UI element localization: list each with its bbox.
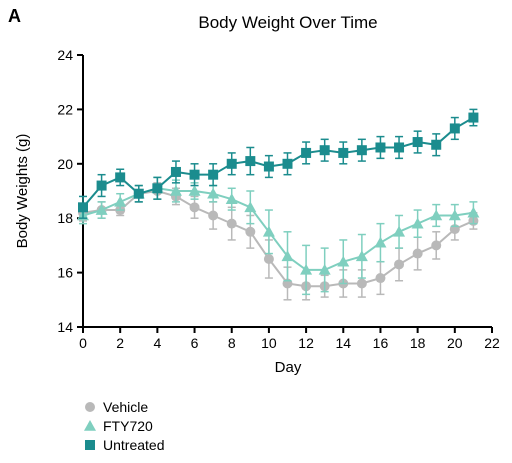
data-point xyxy=(318,263,331,275)
y-tick-label: 24 xyxy=(57,47,73,63)
series-untreated xyxy=(78,108,479,219)
y-tick-label: 22 xyxy=(57,101,73,117)
x-tick-label: 4 xyxy=(153,335,161,351)
data-point xyxy=(394,142,405,153)
data-point xyxy=(169,185,182,196)
legend-marker xyxy=(84,420,96,431)
x-tick-label: 22 xyxy=(484,335,500,351)
panel-letter: A xyxy=(8,6,21,26)
legend-label: Untreated xyxy=(103,437,164,453)
data-point xyxy=(208,210,219,221)
legend-label: FTY720 xyxy=(103,418,153,434)
data-point xyxy=(244,201,257,213)
data-point xyxy=(152,183,163,194)
x-tick-label: 18 xyxy=(410,335,426,351)
x-tick-label: 20 xyxy=(447,335,463,351)
y-tick-label: 18 xyxy=(57,210,73,226)
data-point xyxy=(411,217,424,229)
data-point xyxy=(189,169,200,180)
data-point xyxy=(375,142,386,153)
y-tick-label: 14 xyxy=(57,319,73,335)
data-point xyxy=(262,225,275,237)
legend-marker xyxy=(85,402,95,412)
data-point xyxy=(374,236,387,248)
data-point xyxy=(412,137,423,148)
legend-marker xyxy=(85,440,95,450)
data-point xyxy=(356,278,367,289)
data-point xyxy=(394,259,405,270)
data-point xyxy=(188,185,201,196)
x-tick-label: 6 xyxy=(191,335,199,351)
data-point xyxy=(430,209,443,221)
y-tick-label: 16 xyxy=(57,265,73,281)
series-line xyxy=(82,189,474,288)
data-point xyxy=(207,187,220,199)
data-point xyxy=(263,161,274,172)
x-axis-label: Day xyxy=(275,359,302,376)
data-point xyxy=(431,139,442,150)
x-tick-label: 12 xyxy=(298,335,314,351)
x-tick-label: 0 xyxy=(79,335,87,351)
data-point xyxy=(208,169,219,180)
data-point xyxy=(448,209,461,221)
x-tick-label: 8 xyxy=(228,335,236,351)
data-point xyxy=(393,225,406,237)
y-tick-label: 20 xyxy=(57,156,73,172)
data-point xyxy=(449,123,460,134)
legend-item-untreated: Untreated xyxy=(85,437,164,453)
legend-item-fty720: FTY720 xyxy=(84,418,153,434)
plot-area xyxy=(77,108,480,301)
data-point xyxy=(319,145,330,156)
data-point xyxy=(245,226,256,237)
chart-title: Body Weight Over Time xyxy=(198,13,377,32)
data-point xyxy=(282,158,293,169)
data-point xyxy=(133,188,144,199)
data-point xyxy=(189,202,200,213)
x-tick-label: 14 xyxy=(335,335,351,351)
y-axis-label: Body Weights (g) xyxy=(14,134,31,249)
data-point xyxy=(467,206,480,218)
data-point xyxy=(356,145,367,156)
data-point xyxy=(412,248,423,259)
data-point xyxy=(375,273,386,284)
data-point xyxy=(338,147,349,158)
x-tick-label: 10 xyxy=(261,335,277,351)
data-point xyxy=(301,147,312,158)
x-tick-label: 2 xyxy=(116,335,124,351)
legend-label: Vehicle xyxy=(103,399,148,415)
data-point xyxy=(431,240,442,251)
series-line xyxy=(82,116,474,208)
x-tick-label: 16 xyxy=(373,335,389,351)
data-point xyxy=(468,112,479,123)
data-point xyxy=(226,158,237,169)
data-point xyxy=(170,166,181,177)
legend-item-vehicle: Vehicle xyxy=(85,399,148,415)
data-point xyxy=(95,204,108,215)
data-point xyxy=(226,218,237,229)
data-point xyxy=(225,193,238,204)
data-point xyxy=(337,255,350,267)
data-point xyxy=(96,180,107,191)
data-point xyxy=(300,263,313,275)
data-point xyxy=(263,254,274,264)
data-point xyxy=(78,202,88,213)
data-point xyxy=(245,156,256,167)
data-point xyxy=(355,250,368,262)
data-point xyxy=(115,172,126,183)
data-point xyxy=(114,195,127,207)
legend: Vehicle FTY720 Untreated xyxy=(84,399,164,453)
data-point xyxy=(281,250,294,262)
